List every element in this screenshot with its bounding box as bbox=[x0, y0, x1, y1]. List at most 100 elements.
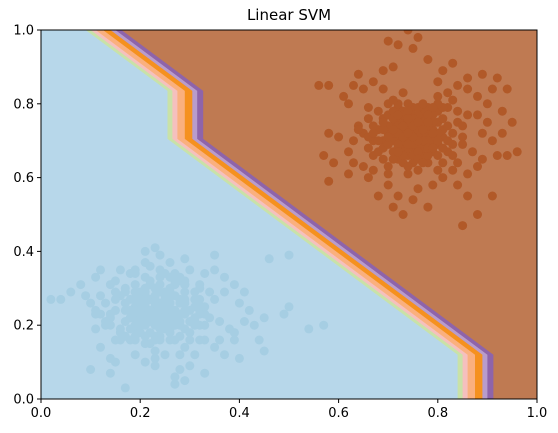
scatter-point-series-1 bbox=[443, 88, 453, 98]
scatter-point-series-0 bbox=[170, 379, 180, 389]
scatter-point-series-1 bbox=[497, 106, 507, 116]
scatter-point-series-1 bbox=[453, 158, 463, 168]
scatter-point-series-0 bbox=[101, 298, 110, 308]
scatter-point-series-0 bbox=[155, 313, 165, 323]
scatter-point-series-1 bbox=[443, 136, 453, 146]
scatter-point-series-0 bbox=[140, 331, 150, 341]
scatter-point-series-1 bbox=[433, 165, 443, 175]
y-tick-label: 1.0 bbox=[13, 24, 34, 39]
scatter-point-series-1 bbox=[418, 158, 428, 168]
scatter-point-series-1 bbox=[363, 114, 373, 124]
scatter-point-series-1 bbox=[497, 128, 507, 138]
y-tick-label: 0.2 bbox=[13, 319, 34, 334]
scatter-point-series-1 bbox=[413, 32, 423, 42]
scatter-point-series-0 bbox=[140, 258, 150, 267]
scatter-point-series-0 bbox=[195, 294, 205, 304]
scatter-point-series-1 bbox=[344, 147, 353, 157]
scatter-point-series-0 bbox=[96, 265, 105, 275]
scatter-point-series-1 bbox=[388, 125, 398, 135]
scatter-point-series-1 bbox=[473, 210, 482, 219]
scatter-point-series-1 bbox=[403, 99, 413, 109]
scatter-point-series-1 bbox=[398, 210, 408, 219]
scatter-point-series-1 bbox=[373, 136, 383, 146]
scatter-point-series-0 bbox=[140, 246, 150, 256]
scatter-point-series-1 bbox=[383, 36, 393, 46]
scatter-point-series-1 bbox=[458, 221, 468, 231]
scatter-point-series-1 bbox=[413, 117, 423, 127]
scatter-point-series-0 bbox=[170, 372, 180, 382]
x-tick-label: 0.2 bbox=[130, 406, 151, 421]
scatter-point-series-0 bbox=[175, 317, 185, 326]
scatter-point-series-0 bbox=[110, 357, 120, 367]
scatter-point-series-0 bbox=[210, 294, 220, 304]
scatter-point-series-0 bbox=[150, 291, 160, 301]
scatter-point-series-1 bbox=[378, 154, 388, 164]
scatter-point-series-1 bbox=[443, 121, 453, 131]
y-tick-label: 0.4 bbox=[13, 245, 34, 260]
scatter-point-series-0 bbox=[130, 350, 140, 360]
scatter-point-series-0 bbox=[66, 287, 76, 297]
scatter-point-series-1 bbox=[492, 73, 502, 83]
scatter-point-series-0 bbox=[229, 335, 239, 345]
scatter-point-series-1 bbox=[477, 69, 487, 79]
scatter-point-series-0 bbox=[200, 368, 210, 378]
scatter-point-series-1 bbox=[487, 84, 497, 94]
scatter-point-series-0 bbox=[175, 309, 185, 319]
scatter-point-series-1 bbox=[423, 117, 433, 127]
scatter-point-series-1 bbox=[324, 128, 334, 138]
scatter-point-series-1 bbox=[393, 110, 403, 120]
scatter-point-series-0 bbox=[180, 254, 190, 264]
scatter-point-series-0 bbox=[140, 339, 150, 349]
scatter-point-series-0 bbox=[150, 353, 160, 363]
scatter-point-series-0 bbox=[130, 265, 140, 275]
scatter-point-series-0 bbox=[120, 305, 130, 315]
scatter-point-series-0 bbox=[225, 324, 234, 334]
scatter-point-series-0 bbox=[125, 313, 135, 323]
scatter-point-series-0 bbox=[215, 317, 225, 326]
scatter-point-series-0 bbox=[145, 313, 155, 323]
scatter-point-series-0 bbox=[205, 287, 215, 297]
scatter-point-series-1 bbox=[448, 128, 458, 138]
scatter-point-series-1 bbox=[463, 110, 473, 120]
scatter-point-series-0 bbox=[155, 280, 165, 290]
scatter-point-series-0 bbox=[185, 361, 195, 371]
scatter-point-series-1 bbox=[438, 114, 448, 124]
scatter-point-series-1 bbox=[502, 84, 512, 94]
scatter-point-series-1 bbox=[344, 169, 353, 179]
scatter-point-series-1 bbox=[368, 121, 378, 131]
chart-title: Linear SVM bbox=[247, 6, 331, 24]
scatter-point-series-1 bbox=[487, 191, 497, 201]
scatter-point-series-0 bbox=[165, 335, 175, 345]
scatter-point-series-0 bbox=[96, 342, 105, 352]
scatter-point-series-1 bbox=[393, 139, 403, 149]
scatter-point-series-1 bbox=[383, 162, 393, 171]
scatter-point-series-1 bbox=[423, 202, 433, 212]
scatter-point-series-1 bbox=[324, 176, 334, 186]
scatter-point-series-0 bbox=[96, 309, 105, 319]
scatter-point-series-0 bbox=[160, 269, 170, 278]
scatter-point-series-0 bbox=[180, 298, 190, 308]
scatter-point-series-0 bbox=[105, 309, 115, 319]
scatter-point-series-1 bbox=[314, 80, 324, 90]
scatter-point-series-0 bbox=[165, 291, 175, 301]
scatter-point-series-0 bbox=[91, 324, 101, 334]
scatter-point-series-1 bbox=[334, 132, 344, 142]
scatter-point-series-0 bbox=[135, 317, 145, 326]
scatter-point-series-1 bbox=[363, 103, 373, 112]
scatter-point-series-0 bbox=[110, 287, 120, 297]
scatter-point-series-1 bbox=[319, 151, 329, 160]
y-tick-label: 0.8 bbox=[13, 97, 34, 112]
scatter-point-series-1 bbox=[368, 77, 378, 87]
scatter-point-series-1 bbox=[463, 84, 473, 94]
scatter-point-series-1 bbox=[393, 191, 403, 201]
scatter-point-series-1 bbox=[482, 117, 492, 127]
scatter-point-series-0 bbox=[229, 280, 239, 290]
scatter-point-series-0 bbox=[160, 302, 170, 312]
scatter-point-series-1 bbox=[388, 202, 398, 212]
scatter-point-series-1 bbox=[463, 191, 473, 201]
scatter-point-series-1 bbox=[428, 180, 438, 190]
scatter-point-series-0 bbox=[195, 320, 205, 330]
scatter-point-series-1 bbox=[428, 143, 438, 153]
